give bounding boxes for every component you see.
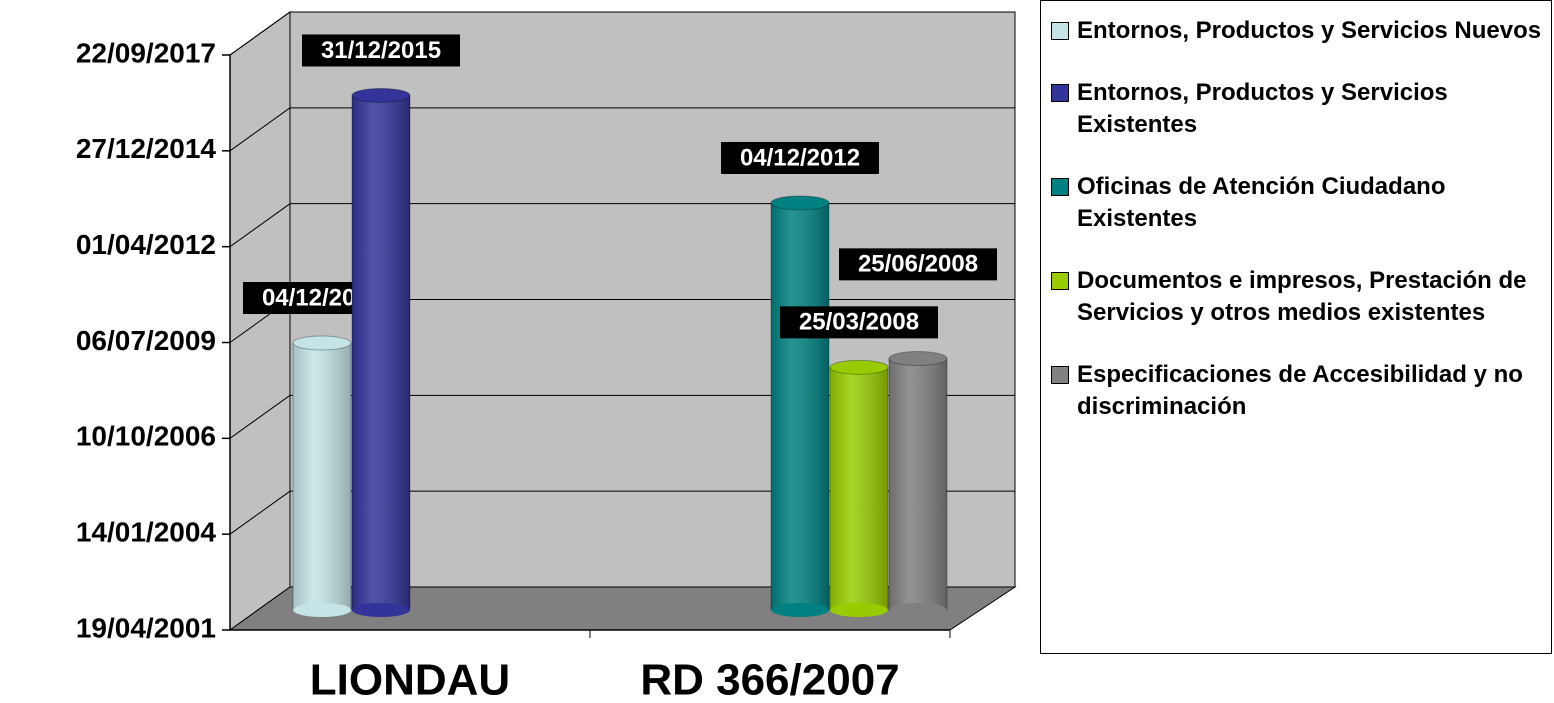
legend-label: Documentos e impresos, Prestación de Ser… [1077,267,1527,326]
bar [829,359,889,617]
y-tick-label: 22/09/2017 [76,37,216,68]
x-tick-label: RD 366/2007 [640,656,899,703]
bar-top [829,359,889,375]
y-tick-label: 19/04/2001 [76,612,216,643]
bar-base [889,603,947,617]
bar [292,335,352,617]
y-tick-label: 27/12/2014 [76,133,217,164]
y-tick-label: 06/07/2009 [76,325,216,356]
legend-item: Oficinas de Atención Ciudadano Existente… [1051,171,1543,235]
legend-swatch [1051,84,1069,102]
legend-item: Documentos e impresos, Prestación de Ser… [1051,265,1543,329]
chart: 19/04/2001 14/01/2004 10/10/2006 06/07/2009… [76,11,1017,703]
grid-line [229,394,291,439]
data-label-bg [721,141,879,174]
y-tick-label: 10/10/2006 [76,421,216,452]
legend-label: Especificaciones de Accesibilidad y no d… [1077,361,1523,420]
legend-label: Entornos, Productos y Servicios Existent… [1077,79,1448,138]
legend: Entornos, Productos y Servicios Nuevos En… [1040,0,1552,654]
grid-line [229,203,291,248]
bar [351,87,411,617]
bar-base [352,603,410,617]
legend-swatch [1051,272,1069,290]
legend-swatch [1051,178,1069,196]
data-label-bg [780,306,938,339]
x-tick-label: LIONDAU [310,656,510,703]
bar-top [292,335,352,351]
data-label: 25/06/2008 [858,251,978,278]
bar-shade [889,358,947,610]
bar-top [351,87,411,103]
bar-base [293,603,351,617]
legend-label: Oficinas de Atención Ciudadano Existente… [1077,173,1446,232]
grid-line [229,490,291,535]
legend-swatch [1051,366,1069,384]
bar-shade [830,367,888,610]
data-label: 31/12/2015 [321,37,441,64]
data-label-bg [302,34,460,67]
bar-shade [352,95,410,611]
data-label-bg [839,248,997,281]
legend-swatch [1051,22,1069,40]
legend-item: Entornos, Productos y Servicios Nuevos [1051,15,1543,47]
bar-shade [293,343,351,610]
bar [770,195,830,617]
data-label: 04/12/2012 [740,144,860,171]
grid-line [229,11,291,56]
bar-base [830,603,888,617]
legend-item: Entornos, Productos y Servicios Existent… [1051,77,1543,141]
legend-label: Entornos, Productos y Servicios Nuevos [1077,17,1542,44]
bar-shade [771,202,829,610]
bar [888,351,948,617]
y-tick-label: 01/04/2012 [76,229,216,260]
grid-line [229,107,291,152]
data-label: 25/03/2008 [799,309,919,336]
legend-item: Especificaciones de Accesibilidad y no d… [1051,359,1543,423]
y-tick-label: 14/01/2004 [76,517,217,548]
bar-top [770,195,830,211]
bar-top [888,351,948,367]
bar-base [771,603,829,617]
